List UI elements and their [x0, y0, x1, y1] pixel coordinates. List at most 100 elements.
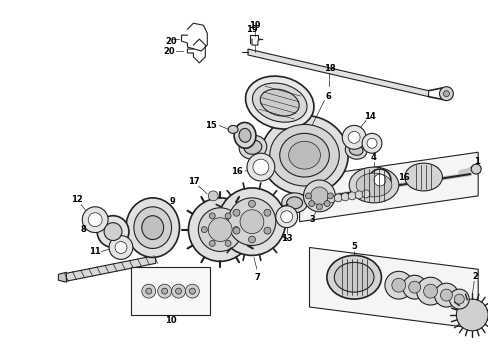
Circle shape: [209, 213, 215, 219]
Polygon shape: [66, 255, 156, 281]
Circle shape: [228, 198, 276, 246]
Circle shape: [276, 206, 297, 228]
Ellipse shape: [327, 255, 381, 299]
Circle shape: [309, 201, 315, 207]
Text: 9: 9: [170, 197, 175, 206]
Circle shape: [264, 209, 271, 216]
Circle shape: [392, 278, 406, 292]
Circle shape: [355, 191, 363, 199]
Ellipse shape: [239, 135, 267, 159]
Ellipse shape: [405, 163, 442, 191]
Circle shape: [317, 204, 322, 210]
Circle shape: [189, 198, 252, 261]
Circle shape: [440, 87, 453, 100]
Circle shape: [362, 133, 382, 153]
Circle shape: [449, 289, 469, 309]
Circle shape: [218, 188, 286, 255]
Bar: [131, 267, 210, 315]
Text: 20: 20: [166, 37, 177, 46]
Circle shape: [311, 187, 328, 205]
Ellipse shape: [134, 207, 172, 248]
Ellipse shape: [334, 262, 374, 292]
Circle shape: [367, 138, 377, 148]
Circle shape: [225, 240, 231, 246]
Circle shape: [435, 283, 458, 307]
Circle shape: [198, 208, 242, 251]
Ellipse shape: [289, 141, 320, 169]
Circle shape: [175, 288, 181, 294]
Ellipse shape: [345, 141, 367, 159]
Polygon shape: [248, 49, 429, 96]
Circle shape: [443, 91, 449, 96]
Text: 8: 8: [80, 225, 86, 234]
Circle shape: [456, 299, 488, 331]
Circle shape: [348, 131, 360, 143]
Text: 14: 14: [364, 112, 376, 121]
Ellipse shape: [126, 198, 179, 257]
Text: 11: 11: [89, 247, 101, 256]
Ellipse shape: [287, 197, 302, 209]
Text: 15: 15: [205, 121, 217, 130]
Circle shape: [208, 218, 232, 242]
Circle shape: [385, 271, 413, 299]
Circle shape: [334, 194, 342, 202]
Ellipse shape: [282, 193, 308, 213]
Ellipse shape: [260, 89, 299, 116]
Circle shape: [233, 209, 240, 216]
Circle shape: [97, 216, 129, 247]
Circle shape: [374, 174, 386, 186]
Ellipse shape: [356, 173, 392, 197]
Polygon shape: [58, 272, 66, 282]
Ellipse shape: [234, 122, 256, 148]
Circle shape: [225, 213, 231, 219]
Polygon shape: [299, 152, 478, 222]
Circle shape: [104, 223, 122, 240]
Circle shape: [88, 213, 102, 227]
Ellipse shape: [252, 83, 307, 122]
Text: 16: 16: [231, 167, 243, 176]
Text: 13: 13: [281, 234, 293, 243]
Circle shape: [264, 227, 271, 234]
Circle shape: [233, 227, 239, 233]
Circle shape: [342, 125, 366, 149]
Circle shape: [247, 153, 275, 181]
Circle shape: [362, 190, 370, 198]
Circle shape: [190, 288, 196, 294]
Text: 19: 19: [246, 25, 258, 34]
Circle shape: [303, 180, 335, 212]
Text: 1: 1: [474, 157, 480, 166]
Circle shape: [327, 193, 333, 199]
Circle shape: [209, 240, 215, 246]
Ellipse shape: [280, 133, 329, 177]
Circle shape: [240, 210, 264, 234]
Circle shape: [185, 284, 199, 298]
Circle shape: [109, 235, 133, 260]
Text: 5: 5: [351, 242, 357, 251]
Circle shape: [253, 159, 269, 175]
Text: 19: 19: [249, 21, 261, 30]
Ellipse shape: [142, 216, 164, 239]
Circle shape: [201, 227, 207, 233]
Ellipse shape: [239, 129, 251, 142]
Circle shape: [416, 277, 444, 305]
Circle shape: [142, 284, 156, 298]
Text: 4: 4: [371, 153, 377, 162]
Ellipse shape: [228, 125, 238, 133]
Text: 3: 3: [310, 215, 316, 224]
Circle shape: [327, 195, 335, 203]
Text: 20: 20: [164, 46, 175, 55]
Polygon shape: [310, 247, 478, 329]
Ellipse shape: [349, 145, 363, 155]
Circle shape: [324, 201, 330, 207]
Circle shape: [341, 193, 349, 201]
Text: 16: 16: [398, 172, 410, 181]
Ellipse shape: [244, 140, 262, 154]
Text: 7: 7: [254, 273, 260, 282]
Text: 6: 6: [325, 92, 331, 101]
Circle shape: [441, 289, 452, 301]
Ellipse shape: [245, 76, 314, 129]
Circle shape: [233, 227, 240, 234]
Ellipse shape: [270, 125, 339, 186]
Circle shape: [454, 294, 465, 304]
Text: 2: 2: [472, 272, 478, 281]
